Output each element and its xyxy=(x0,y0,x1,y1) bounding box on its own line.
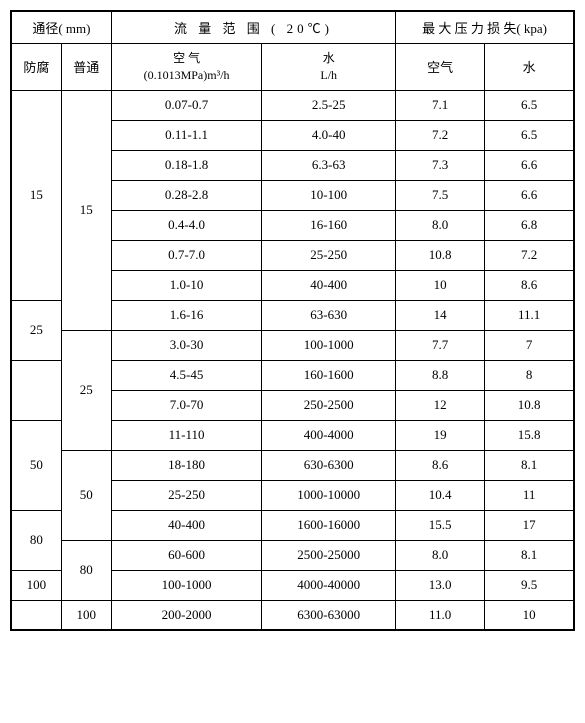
c-pw: 17 xyxy=(485,510,574,540)
c-pw: 11.1 xyxy=(485,300,574,330)
c-a: 100-1000 xyxy=(111,570,261,600)
fc-25: 25 xyxy=(11,300,61,360)
c-w: 16-160 xyxy=(262,210,396,240)
c-w: 4.0-40 xyxy=(262,120,396,150)
c-pw: 6.8 xyxy=(485,210,574,240)
c-pw: 7.2 xyxy=(485,240,574,270)
c-a: 200-2000 xyxy=(111,600,261,630)
c-a: 18-180 xyxy=(111,450,261,480)
c-pw: 6.6 xyxy=(485,150,574,180)
c-a: 0.4-4.0 xyxy=(111,210,261,240)
pt-50: 50 xyxy=(61,450,111,540)
c-w: 160-1600 xyxy=(262,360,396,390)
c-w: 40-400 xyxy=(262,270,396,300)
c-pa: 14 xyxy=(396,300,485,330)
c-pw: 6.5 xyxy=(485,120,574,150)
c-a: 60-600 xyxy=(111,540,261,570)
c-pa: 7.7 xyxy=(396,330,485,360)
hdr-air-unit: 空 气 (0.1013MPa)m³/h xyxy=(111,44,261,91)
c-pa: 10 xyxy=(396,270,485,300)
hdr-ord: 普通 xyxy=(61,44,111,91)
c-pw: 6.6 xyxy=(485,180,574,210)
c-pw: 8.1 xyxy=(485,450,574,480)
fc-15: 15 xyxy=(11,90,61,300)
c-w: 1600-16000 xyxy=(262,510,396,540)
c-pa: 7.3 xyxy=(396,150,485,180)
c-pa: 8.8 xyxy=(396,360,485,390)
c-pa: 13.0 xyxy=(396,570,485,600)
c-a: 1.0-10 xyxy=(111,270,261,300)
c-pw: 7 xyxy=(485,330,574,360)
c-pa: 7.5 xyxy=(396,180,485,210)
c-w: 4000-40000 xyxy=(262,570,396,600)
c-w: 2500-25000 xyxy=(262,540,396,570)
c-a: 0.28-2.8 xyxy=(111,180,261,210)
c-pw: 9.5 xyxy=(485,570,574,600)
pt-80: 80 xyxy=(61,540,111,600)
c-w: 6.3-63 xyxy=(262,150,396,180)
c-pw: 15.8 xyxy=(485,420,574,450)
c-pa: 10.4 xyxy=(396,480,485,510)
c-pw: 6.5 xyxy=(485,90,574,120)
hdr-air-bot: (0.1013MPa)m³/h xyxy=(144,68,230,82)
pt-15: 15 xyxy=(61,90,111,330)
c-w: 100-1000 xyxy=(262,330,396,360)
c-a: 0.18-1.8 xyxy=(111,150,261,180)
c-pa: 8.0 xyxy=(396,210,485,240)
c-pa: 19 xyxy=(396,420,485,450)
c-w: 10-100 xyxy=(262,180,396,210)
c-w: 6300-63000 xyxy=(262,600,396,630)
c-w: 2.5-25 xyxy=(262,90,396,120)
fc-blank1 xyxy=(11,360,61,420)
hdr-loss: 最 大 压 力 损 失( kpa) xyxy=(396,11,574,44)
c-pa: 12 xyxy=(396,390,485,420)
c-a: 25-250 xyxy=(111,480,261,510)
c-pa: 7.1 xyxy=(396,90,485,120)
fc-50: 50 xyxy=(11,420,61,510)
c-pw: 8.1 xyxy=(485,540,574,570)
hdr-water-unit: 水 L/h xyxy=(262,44,396,91)
hdr-water-top: 水 xyxy=(323,51,335,65)
c-pa: 7.2 xyxy=(396,120,485,150)
c-w: 1000-10000 xyxy=(262,480,396,510)
c-a: 1.6-16 xyxy=(111,300,261,330)
c-w: 250-2500 xyxy=(262,390,396,420)
c-w: 630-6300 xyxy=(262,450,396,480)
fc-100: 100 xyxy=(11,570,61,600)
c-pw: 10.8 xyxy=(485,390,574,420)
hdr-air: 空气 xyxy=(396,44,485,91)
c-a: 4.5-45 xyxy=(111,360,261,390)
hdr-flow: 流 量 范 围 ( 20℃) xyxy=(111,11,395,44)
c-a: 40-400 xyxy=(111,510,261,540)
hdr-diameter: 通径( mm) xyxy=(11,11,111,44)
c-pa: 8.0 xyxy=(396,540,485,570)
fc-80: 80 xyxy=(11,510,61,570)
c-a: 11-110 xyxy=(111,420,261,450)
c-pw: 11 xyxy=(485,480,574,510)
c-pa: 8.6 xyxy=(396,450,485,480)
c-a: 3.0-30 xyxy=(111,330,261,360)
c-a: 7.0-70 xyxy=(111,390,261,420)
c-pa: 10.8 xyxy=(396,240,485,270)
c-a: 0.7-7.0 xyxy=(111,240,261,270)
hdr-water-bot: L/h xyxy=(320,68,337,82)
pt-25: 25 xyxy=(61,330,111,450)
c-pw: 8.6 xyxy=(485,270,574,300)
pt-100: 100 xyxy=(61,600,111,630)
c-pa: 11.0 xyxy=(396,600,485,630)
c-w: 400-4000 xyxy=(262,420,396,450)
hdr-anti: 防腐 xyxy=(11,44,61,91)
c-a: 0.07-0.7 xyxy=(111,90,261,120)
c-w: 63-630 xyxy=(262,300,396,330)
c-pw: 8 xyxy=(485,360,574,390)
c-w: 25-250 xyxy=(262,240,396,270)
c-pw: 10 xyxy=(485,600,574,630)
c-pa: 15.5 xyxy=(396,510,485,540)
hdr-air-top: 空 气 xyxy=(173,51,200,65)
spec-table: 通径( mm) 流 量 范 围 ( 20℃) 最 大 压 力 损 失( kpa)… xyxy=(10,10,575,631)
hdr-water: 水 xyxy=(485,44,574,91)
fc-blank2 xyxy=(11,600,61,630)
c-a: 0.11-1.1 xyxy=(111,120,261,150)
